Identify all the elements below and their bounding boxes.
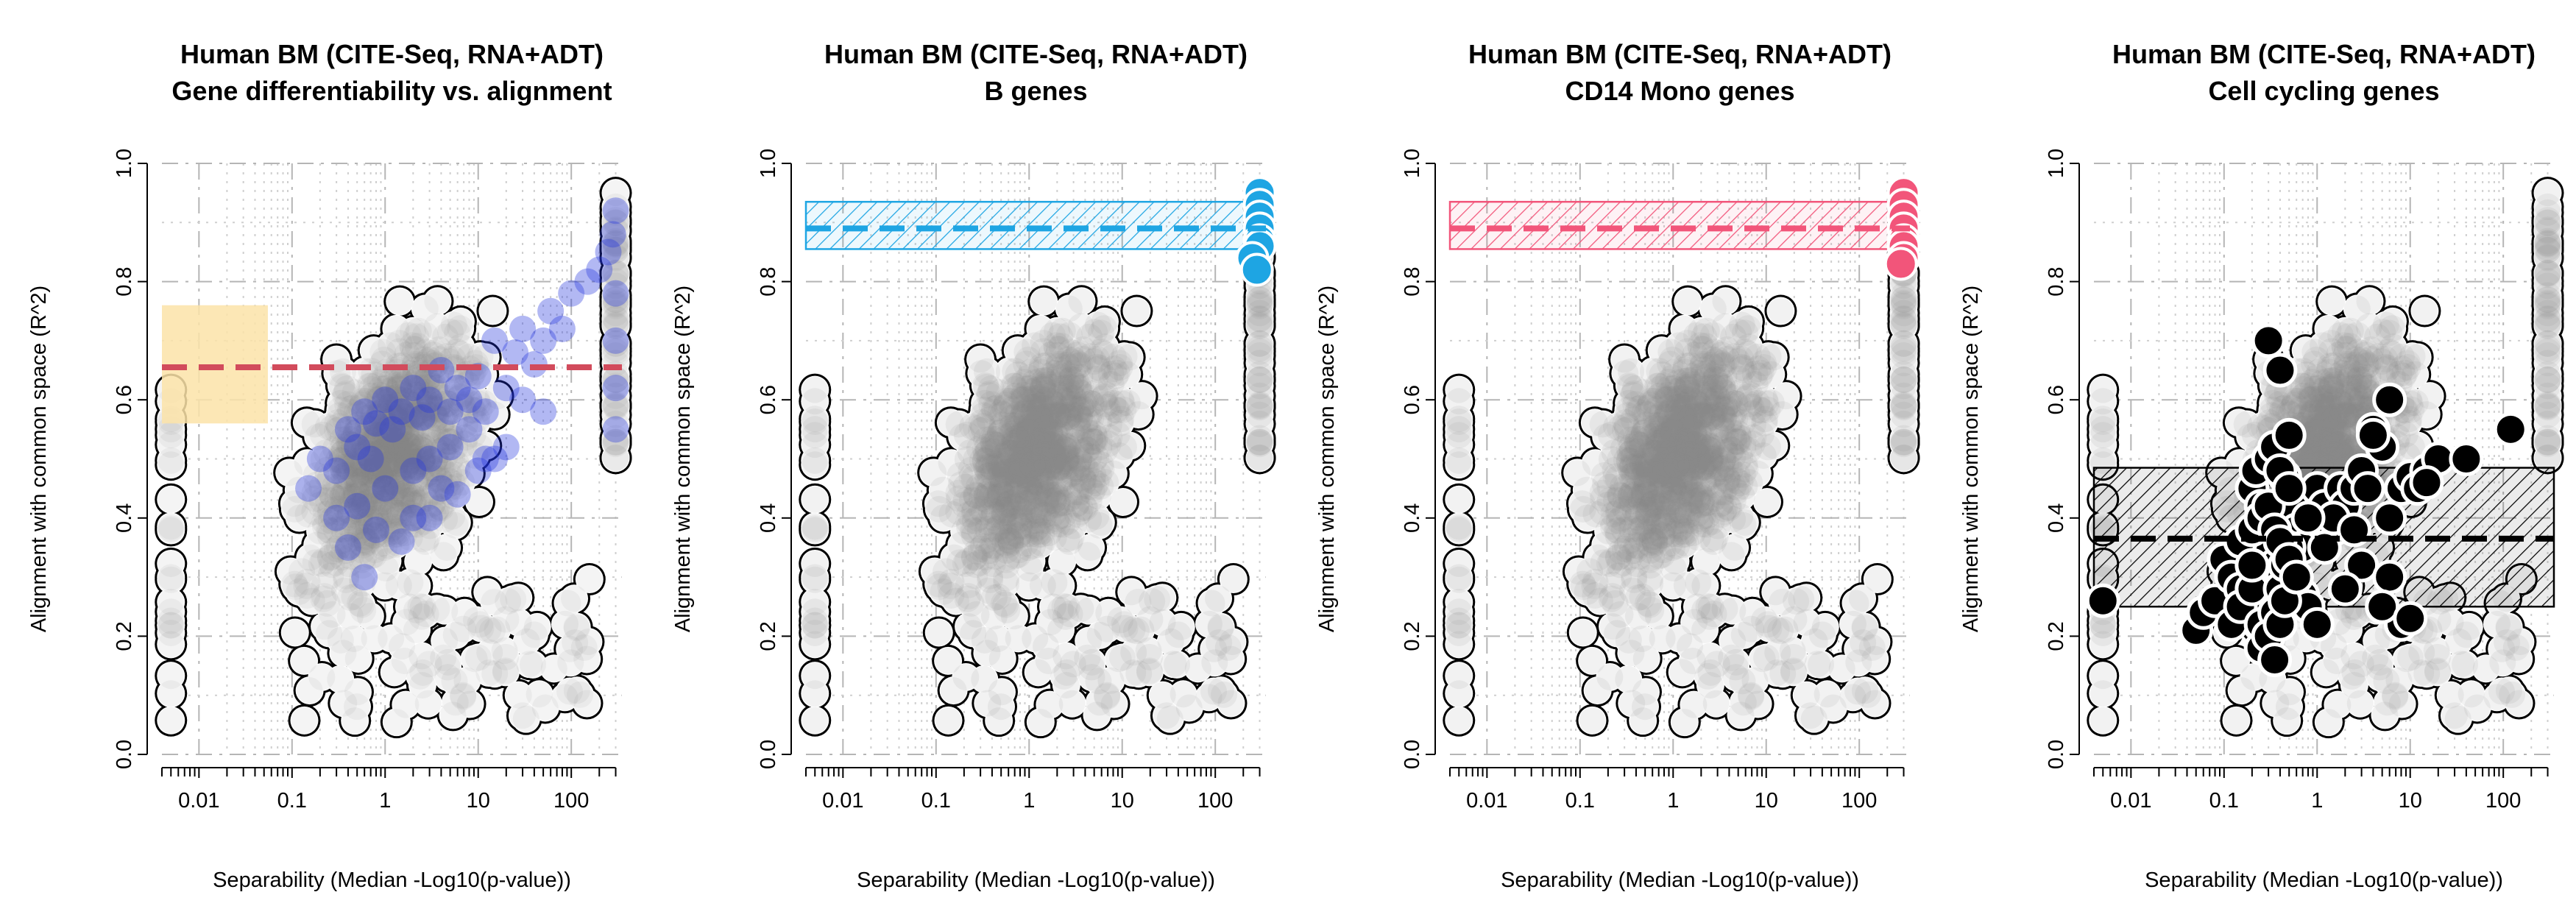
cloud-point — [158, 486, 185, 513]
cloud-point — [479, 297, 506, 325]
highlight-point — [444, 481, 471, 508]
highlight-point — [357, 445, 384, 473]
x-tick-label: 10 — [467, 789, 490, 813]
cloud-point — [450, 683, 477, 710]
cloud-point — [467, 611, 494, 638]
panel-subtitle: Gene differentiability vs. alignment — [171, 76, 612, 106]
y-tick-label: 1.0 — [113, 149, 136, 178]
cloud-point — [291, 647, 318, 674]
cloud-point — [158, 566, 185, 593]
cloud-point — [447, 333, 475, 361]
cloud-point — [391, 647, 418, 674]
cloud-point — [327, 665, 354, 693]
highlight-point — [363, 516, 390, 543]
highlight-point — [372, 475, 399, 502]
x-tick-label: 0.01 — [178, 789, 219, 813]
cloud-point — [328, 372, 355, 399]
cloud-point — [281, 619, 308, 646]
background-points — [155, 177, 632, 739]
panel-title: Human BM (CITE-Seq, RNA+ADT) — [824, 39, 1248, 69]
highlight-point — [334, 534, 361, 561]
panel-1: Human BM (CITE-Seq, RNA+ADT) Gene differe… — [27, 39, 632, 892]
highlight-point — [416, 504, 443, 531]
cloud-point — [481, 588, 508, 615]
x-tick-label: 0.1 — [277, 789, 307, 813]
cloud-point — [361, 625, 388, 652]
cloud-point — [330, 690, 358, 717]
cloud-point — [397, 569, 424, 596]
y-tick-label: 0.2 — [113, 621, 136, 651]
cloud-point — [512, 705, 539, 732]
cloud-point — [327, 626, 354, 654]
cloud-point — [505, 682, 532, 709]
highlight-point — [351, 564, 378, 591]
panel-title: Human BM (CITE-Seq, RNA+ADT) — [180, 39, 604, 69]
cloud-point — [492, 659, 519, 686]
highlight-point — [323, 457, 350, 484]
y-tick-label: 0.8 — [113, 266, 136, 296]
cloud-point — [430, 542, 457, 569]
cloud-point — [310, 548, 337, 575]
cloud-point — [403, 596, 431, 623]
y-axis-label: Alignment with common space (R^2) — [27, 286, 51, 632]
cloud-point — [158, 707, 185, 734]
cloud-point — [291, 707, 318, 734]
cloud-point — [319, 601, 346, 628]
highlight-point — [548, 315, 576, 342]
highlight-point — [602, 327, 629, 354]
y-tick-label: 0.6 — [113, 385, 136, 414]
x-tick-label: 1 — [379, 789, 391, 813]
cloud-point — [158, 513, 185, 540]
cloud-point — [158, 631, 185, 658]
cloud-point — [562, 629, 589, 657]
cloud-point — [158, 598, 185, 626]
y-tick-label: 0.0 — [113, 740, 136, 769]
cloud-point — [386, 288, 414, 315]
cloud-point — [556, 678, 584, 705]
cloud-point — [293, 409, 320, 436]
highlight-point — [344, 492, 371, 520]
highlight-point — [599, 221, 626, 248]
reference-band — [162, 305, 268, 424]
highlight-point — [520, 351, 548, 378]
cloud-point — [294, 582, 321, 609]
x-axis-label: Separability (Median -Log10(p-value)) — [213, 868, 571, 892]
cloud-point — [158, 447, 185, 474]
highlight-point — [602, 375, 629, 402]
cloud-point — [386, 330, 413, 357]
cloud-point — [424, 288, 451, 315]
highlight-point — [472, 445, 499, 473]
cloud-point — [158, 662, 185, 690]
highlight-point — [530, 398, 557, 425]
highlight-point — [388, 528, 415, 555]
x-tick-label: 100 — [553, 789, 589, 813]
highlight-point — [602, 416, 629, 443]
y-tick-label: 0.4 — [113, 503, 136, 533]
cloud-point — [516, 651, 543, 678]
cloud-point — [513, 628, 540, 655]
highlight-point — [602, 197, 629, 224]
panel-subtitle: B genes — [984, 76, 1087, 106]
highlight-point — [456, 416, 483, 443]
highlight-point — [602, 280, 629, 307]
cloud-point — [561, 585, 588, 612]
highlight-point — [295, 475, 322, 502]
